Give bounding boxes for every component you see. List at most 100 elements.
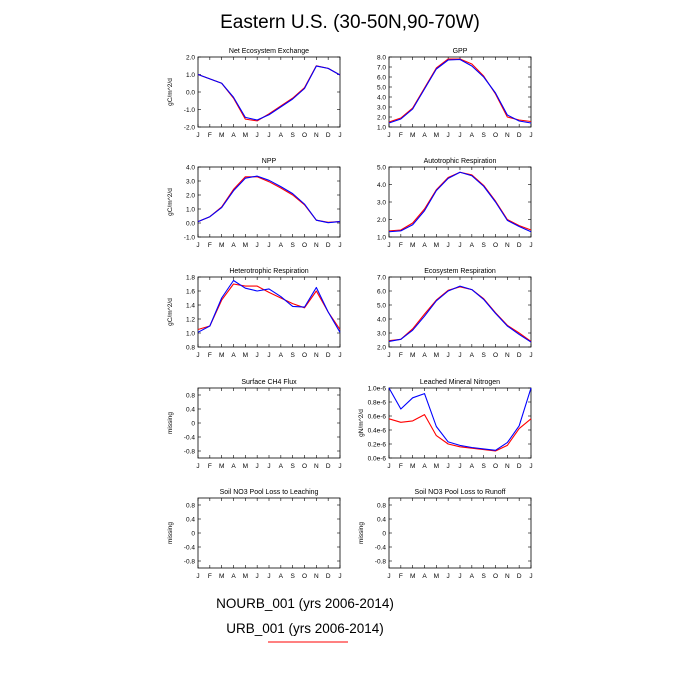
x-tick-label: A	[279, 463, 284, 470]
series-line-1	[197, 175, 341, 224]
y-tick-label: -0.8	[184, 448, 196, 455]
plot-frame	[197, 387, 341, 459]
panel-title: Ecosystem Respiration	[424, 268, 496, 275]
x-tick-label: J	[447, 463, 450, 470]
x-tick-label: M	[410, 132, 415, 139]
y-tick-label: 4.0	[377, 316, 386, 323]
y-tick-label: 3.0	[377, 330, 386, 337]
x-tick-label: J	[529, 352, 532, 359]
legend-entry-1: NOURB_001 (yrs 2006-2014)	[216, 596, 394, 611]
x-tick-label: A	[279, 352, 284, 359]
y-axis-label: gC/m^2/d	[167, 78, 174, 106]
y-axis-label: missing	[358, 522, 365, 544]
x-tick-label: M	[219, 573, 224, 580]
y-tick-label: 0.6e-6	[368, 413, 387, 420]
panel-title: NPP	[262, 158, 277, 165]
x-tick-label: J	[267, 132, 270, 139]
y-tick-label: 3.0	[377, 104, 386, 111]
x-tick-label: N	[314, 573, 319, 580]
y-tick-label: 1.0	[377, 124, 386, 131]
y-tick-label: 3.0	[186, 178, 195, 185]
x-tick-label: N	[505, 132, 510, 139]
y-tick-label: 2.0	[186, 54, 195, 61]
y-tick-label: 4.0	[377, 182, 386, 189]
y-tick-label: 0.0	[186, 89, 195, 96]
x-tick-label: M	[243, 352, 248, 359]
x-tick-label: S	[481, 573, 486, 580]
x-tick-label: O	[302, 573, 307, 580]
x-tick-label: O	[302, 352, 307, 359]
y-tick-label: 7.0	[377, 64, 386, 71]
y-tick-label: 6.0	[377, 288, 386, 295]
x-tick-label: O	[302, 132, 307, 139]
y-tick-label: 0	[191, 530, 195, 537]
plot-frame	[388, 387, 532, 459]
x-tick-label: N	[505, 463, 510, 470]
x-tick-label: N	[314, 352, 319, 359]
y-tick-label: 0.8	[186, 344, 195, 351]
figure-title: Eastern U.S. (30-50N,90-70W)	[220, 12, 480, 33]
x-tick-label: O	[302, 242, 307, 249]
x-tick-label: J	[267, 352, 270, 359]
y-tick-label: 1.0	[186, 72, 195, 79]
x-tick-label: A	[422, 132, 427, 139]
x-tick-label: M	[434, 463, 439, 470]
y-tick-label: 1.2	[186, 316, 195, 323]
x-tick-label: S	[290, 132, 295, 139]
x-tick-label: J	[267, 242, 270, 249]
y-tick-label: -0.4	[375, 544, 387, 551]
x-tick-label: J	[529, 242, 532, 249]
x-tick-label: M	[434, 352, 439, 359]
panel-title: Leached Mineral Nitrogen	[420, 379, 500, 386]
x-tick-label: O	[493, 132, 498, 139]
x-tick-label: J	[256, 573, 259, 580]
y-tick-label: -2.0	[184, 124, 196, 131]
x-tick-label: N	[314, 242, 319, 249]
x-tick-label: A	[470, 463, 475, 470]
series-line-1	[388, 171, 532, 233]
y-tick-label: 1.0	[186, 206, 195, 213]
x-tick-label: J	[338, 242, 341, 249]
x-tick-label: D	[326, 463, 331, 470]
x-tick-label: J	[529, 573, 532, 580]
x-tick-label: F	[208, 242, 212, 249]
x-tick-label: O	[493, 352, 498, 359]
x-tick-label: J	[447, 242, 450, 249]
x-tick-label: M	[410, 352, 415, 359]
plot-frame	[388, 497, 532, 569]
y-tick-label: 0.4	[186, 406, 195, 413]
y-tick-label: 0.4	[377, 516, 386, 523]
x-tick-label: J	[447, 352, 450, 359]
y-axis-label: missing	[167, 522, 174, 544]
x-tick-label: M	[410, 573, 415, 580]
y-tick-label: 0.4e-6	[368, 427, 387, 434]
plot-frame	[197, 497, 341, 569]
x-tick-label: J	[256, 132, 259, 139]
panel-title: Net Ecosystem Exchange	[229, 48, 309, 55]
y-tick-label: 1.0e-6	[368, 385, 387, 392]
x-tick-label: N	[314, 132, 319, 139]
x-tick-label: O	[493, 463, 498, 470]
x-tick-label: J	[196, 352, 199, 359]
y-tick-label: 0.4	[186, 516, 195, 523]
x-tick-label: S	[290, 463, 295, 470]
series-line-2	[197, 176, 341, 223]
x-tick-label: S	[481, 132, 486, 139]
series-line-1	[388, 285, 532, 343]
x-tick-label: D	[326, 352, 331, 359]
x-tick-label: A	[231, 242, 236, 249]
x-tick-label: J	[387, 463, 390, 470]
y-tick-label: -0.4	[184, 544, 196, 551]
x-tick-label: A	[279, 573, 284, 580]
y-axis-label: gN/m^2/d	[358, 409, 365, 437]
y-tick-label: 0.0e-6	[368, 455, 387, 462]
y-tick-label: 1.6	[186, 288, 195, 295]
x-tick-label: F	[399, 573, 403, 580]
x-tick-label: S	[481, 463, 486, 470]
